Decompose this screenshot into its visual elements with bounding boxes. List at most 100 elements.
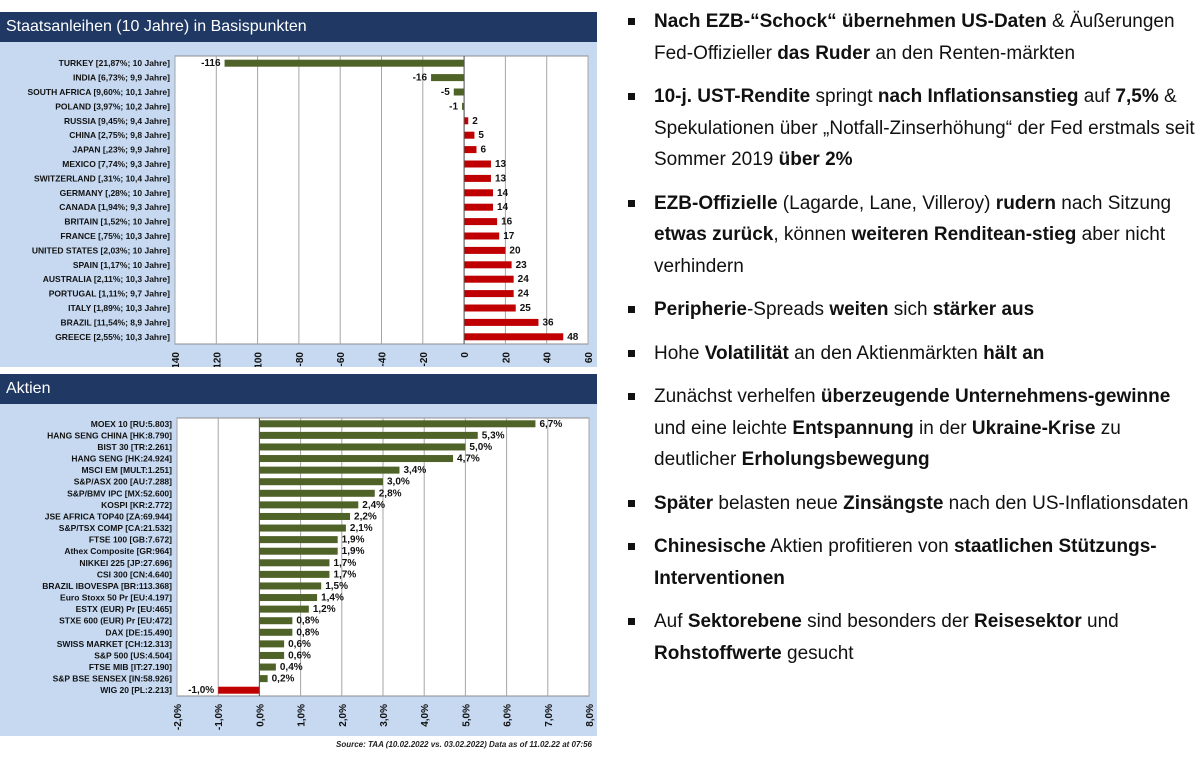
- bar: [464, 146, 477, 154]
- bar: [464, 290, 514, 298]
- x-tick-label: -60: [336, 352, 347, 367]
- bullet-text: auf: [1078, 86, 1116, 107]
- bullet-text: Auf: [654, 611, 688, 632]
- bullet-item: Hohe Volatilität an den Aktienmärkten hä…: [625, 338, 1195, 370]
- bar: [259, 582, 322, 590]
- x-tick-label: 6,0%: [503, 704, 514, 727]
- stocks-panel: Aktien -2,0% -1,0% 0,0% 1,0% 2,0% 3,0% 4,0% 5,0…: [0, 374, 597, 736]
- bar: [259, 675, 268, 683]
- category-label: TURKEY [21,87%; 10 Jahre]: [59, 58, 171, 68]
- bar: [259, 605, 309, 613]
- bonds-header: Staatsanleihen (10 Jahre) in Basispunkte…: [0, 12, 597, 42]
- bullet-text: & Spekulationen über „Notfall-Zinserhöhu…: [654, 86, 1195, 170]
- category-label: BRAZIL IBOVESPA [BR:113.368]: [42, 581, 172, 591]
- bullet-text: sind besonders der: [801, 611, 975, 632]
- category-label: NIKKEI 225 [JP:27.696]: [79, 558, 172, 568]
- category-label: POLAND [3,97%; 10,2 Jahre]: [55, 101, 170, 111]
- bar: [464, 333, 564, 341]
- bar: [259, 524, 346, 532]
- bar: [431, 74, 465, 82]
- bullet-square-icon: [628, 618, 635, 625]
- bar: [259, 443, 466, 451]
- bonds-panel: Staatsanleihen (10 Jahre) in Basispunkte…: [0, 12, 597, 372]
- category-label: CHINA [2,75%; 9,8 Jahre]: [69, 130, 170, 140]
- category-label: BRITAIN [1,52%; 10 Jahre]: [64, 217, 170, 227]
- data-label: 3,0%: [387, 477, 410, 488]
- bar: [464, 160, 491, 168]
- x-tick-label: -100: [254, 352, 265, 367]
- data-label: 36: [542, 317, 554, 328]
- category-label: GERMANY [,28%; 10 Jahre]: [60, 188, 171, 198]
- x-tick-label: -2,0%: [173, 704, 184, 730]
- bullet-text: springt: [810, 86, 878, 107]
- bar: [259, 570, 330, 578]
- bullet-text-bold: Chinesische: [654, 536, 766, 557]
- category-label: RUSSIA [9,45%; 9,4 Jahre]: [64, 116, 170, 126]
- category-label: DAX [DE:15.490]: [105, 627, 172, 637]
- data-label: 0,6%: [288, 650, 311, 661]
- data-label: 2: [472, 116, 478, 127]
- bullet-item: Peripherie-Spreads weiten sich stärker a…: [625, 294, 1195, 326]
- bar: [464, 318, 539, 326]
- category-label: MOEX 10 [RU:5.803]: [91, 419, 172, 429]
- bullet-text-bold: Später: [654, 492, 714, 514]
- data-label: 2,8%: [379, 488, 402, 499]
- bar: [259, 536, 338, 544]
- category-label: HANG SENG CHINA [HK:8.790]: [47, 430, 172, 440]
- bullet-text-bold: Ukraine-Krise: [971, 417, 1096, 439]
- bullet-text: , können: [773, 224, 852, 245]
- bullet-text: nach den US-Inflationsdaten: [943, 492, 1189, 514]
- category-label: FTSE 100 [GB:7.672]: [89, 535, 172, 545]
- bullet-text-bold: überzeugende Unternehmens-gewinne: [820, 386, 1171, 407]
- data-label: 1,9%: [342, 535, 365, 546]
- bullet-text-bold: nach Inflationsanstieg: [877, 86, 1079, 107]
- category-label: HANG SENG [HK:24.924]: [71, 454, 172, 464]
- bar: [259, 489, 375, 497]
- category-label: Athex Composite [GR:964]: [64, 546, 172, 556]
- bar: [464, 304, 516, 312]
- bar: [224, 59, 465, 67]
- bullet-text-bold: Nach EZB-“Schock“ übernehmen US-Daten: [654, 11, 1047, 32]
- bullet-text: Zunächst verhelfen: [654, 386, 821, 407]
- bar: [259, 431, 478, 439]
- x-tick-label: 60: [584, 352, 595, 364]
- data-label: 3,4%: [403, 465, 426, 476]
- bullet-text: an den Renten-märkten: [870, 42, 1076, 64]
- data-label: 1,5%: [325, 581, 348, 592]
- x-tick-label: -140: [171, 352, 182, 367]
- data-label: 20: [509, 245, 521, 256]
- x-tick-label: 40: [543, 352, 554, 364]
- bullet-text-bold: weiteren Renditean-stieg: [851, 224, 1077, 245]
- bar: [464, 203, 494, 211]
- bullet-text: und: [1081, 611, 1119, 632]
- data-label: 1,2%: [313, 604, 336, 615]
- category-label: Euro Stoxx 50 Pr [EU:4.197]: [60, 593, 172, 603]
- bar: [464, 131, 475, 139]
- bullet-text-bold: 7,5%: [1115, 86, 1159, 107]
- bullet-item: Später belasten neue Zinsängste nach den…: [625, 488, 1195, 520]
- bullet-square-icon: [628, 349, 635, 357]
- data-label: 0,2%: [272, 674, 295, 685]
- category-label: S&P/TSX COMP [CA:21.532]: [59, 523, 172, 533]
- bullet-square-icon: [628, 18, 635, 25]
- data-label: 0,6%: [288, 639, 311, 650]
- data-label: 2,2%: [354, 511, 377, 522]
- x-tick-label: -120: [212, 352, 223, 367]
- bar: [464, 218, 498, 226]
- bar: [464, 117, 469, 125]
- bullet-text: nach Sitzung: [1055, 192, 1172, 214]
- bullet-item: 10-j. UST-Rendite springt nach Inflation…: [625, 81, 1195, 176]
- x-tick-label: 8,0%: [585, 704, 596, 727]
- bar: [259, 640, 285, 648]
- data-label: 17: [503, 231, 515, 242]
- bullet-text-bold: Reisesektor: [974, 611, 1082, 632]
- bullet-square-icon: [628, 543, 635, 550]
- bullet-square-icon: [628, 199, 635, 207]
- bullet-text: aber nicht verhindern: [654, 224, 1166, 277]
- category-label: CSI 300 [CN:4.640]: [97, 569, 172, 579]
- data-label: 6,7%: [539, 419, 562, 430]
- bullet-text-bold: staatlichen Stützungs-Interventionen: [654, 536, 1157, 589]
- bar: [464, 275, 514, 283]
- bar: [259, 628, 293, 636]
